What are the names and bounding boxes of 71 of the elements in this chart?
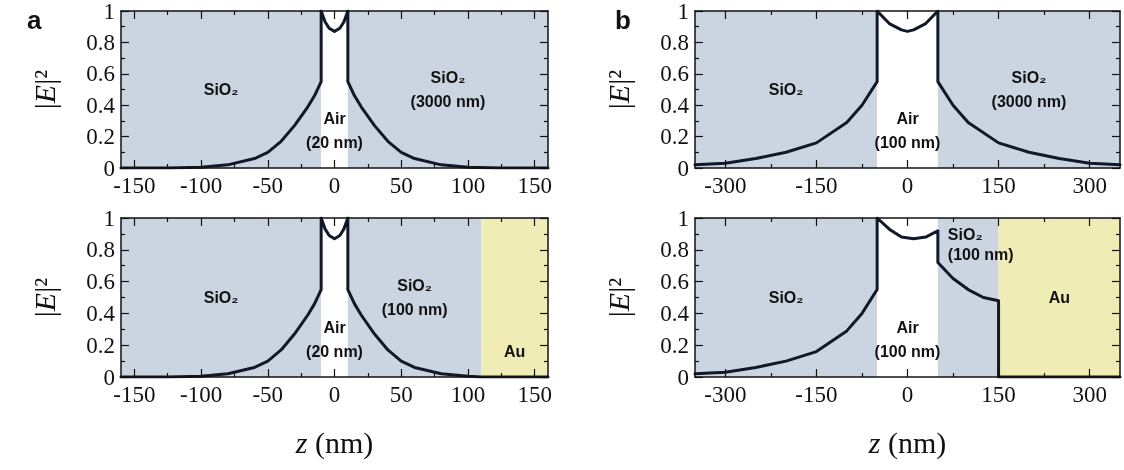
x-tick-label: -50 xyxy=(252,382,284,407)
y-tick-label: 0.6 xyxy=(86,269,115,295)
x-tick-label: 150 xyxy=(517,173,552,198)
x-tick-label: 100 xyxy=(450,173,486,198)
y-tick-label: 1 xyxy=(103,205,115,231)
x-tick-label: 0 xyxy=(901,382,914,407)
x-tick-label: 150 xyxy=(517,382,552,407)
chart-title: a xyxy=(27,5,42,35)
x-tick-label: -100 xyxy=(179,173,223,198)
band-label: SiO₂ xyxy=(203,81,239,98)
y-tick-label: 0.4 xyxy=(660,92,690,118)
y-tick-label: 0 xyxy=(677,155,689,181)
x-tick-label: -150 xyxy=(795,382,838,407)
band-label: SiO₂ (100 nm) xyxy=(947,225,1014,263)
band-label: SiO₂ xyxy=(203,289,239,306)
y-tick-label: 0.6 xyxy=(660,61,689,87)
chart-title: b xyxy=(615,5,631,35)
band-label: Au xyxy=(1048,289,1070,306)
y-tick-label: 0.8 xyxy=(86,237,115,263)
band-label: SiO₂ (3000 nm) xyxy=(410,69,486,110)
x-tick-label: 100 xyxy=(450,382,486,407)
y-axis-title: |E|² xyxy=(601,69,635,110)
x-tick-label: -150 xyxy=(113,173,156,198)
y-tick-label: 0.4 xyxy=(86,92,116,118)
y-tick-label: 0.6 xyxy=(86,61,115,87)
x-tick-label: 50 xyxy=(389,173,413,198)
x-axis-title: z (nm) xyxy=(867,425,947,460)
x-tick-label: -150 xyxy=(795,173,838,198)
y-tick-label: 0 xyxy=(103,364,115,390)
y-tick-label: 1 xyxy=(103,0,115,24)
y-tick-label: 0.4 xyxy=(660,300,690,326)
x-tick-label: 300 xyxy=(1072,173,1107,198)
x-tick-label: -300 xyxy=(704,173,747,198)
y-tick-label: 0.8 xyxy=(86,29,115,55)
y-tick-label: 0.2 xyxy=(86,124,115,150)
x-tick-label: -300 xyxy=(704,382,747,407)
band-label: Air (100 nm) xyxy=(874,318,941,360)
y-tick-label: 0 xyxy=(103,155,115,181)
band-label: SiO₂ (3000 nm) xyxy=(991,69,1067,110)
x-tick-label: -50 xyxy=(252,173,284,198)
y-axis-title: |E|² xyxy=(601,277,635,318)
band-label: Air (20 nm) xyxy=(306,109,363,151)
y-tick-label: 0.8 xyxy=(660,29,689,55)
x-tick-label: 150 xyxy=(981,173,1016,198)
x-tick-label: 300 xyxy=(1072,382,1107,407)
band-label: Au xyxy=(503,342,526,360)
y-tick-label: 1 xyxy=(677,205,689,231)
y-tick-label: 0.6 xyxy=(660,269,689,295)
x-tick-label: 0 xyxy=(328,173,341,198)
y-axis-title: |E|² xyxy=(27,277,61,318)
y-tick-label: 0.8 xyxy=(660,237,689,263)
y-tick-label: 0.2 xyxy=(660,332,689,358)
y-tick-label: 0.2 xyxy=(86,332,115,358)
y-axis-title: |E|² xyxy=(27,69,61,110)
y-tick-label: 0.4 xyxy=(86,300,116,326)
band-label: SiO₂ xyxy=(768,81,804,98)
line-series xyxy=(693,9,1122,167)
x-tick-label: -100 xyxy=(179,382,223,407)
y-tick-label: 0.2 xyxy=(660,124,689,150)
band-label: Air (100 nm) xyxy=(874,109,941,151)
y-tick-label: 1 xyxy=(677,0,689,24)
x-tick-label: 150 xyxy=(981,382,1016,407)
band-label: SiO₂ xyxy=(768,289,804,306)
x-axis-title: z (nm) xyxy=(294,425,374,460)
x-tick-label: -150 xyxy=(113,382,156,407)
band-label: SiO₂ (100 nm) xyxy=(381,277,448,318)
band-label: Air (20 nm) xyxy=(306,318,363,360)
x-tick-label: 0 xyxy=(328,382,341,407)
x-tick-label: 0 xyxy=(901,173,914,198)
x-tick-label: 50 xyxy=(389,382,413,407)
y-tick-label: 0 xyxy=(677,364,689,390)
